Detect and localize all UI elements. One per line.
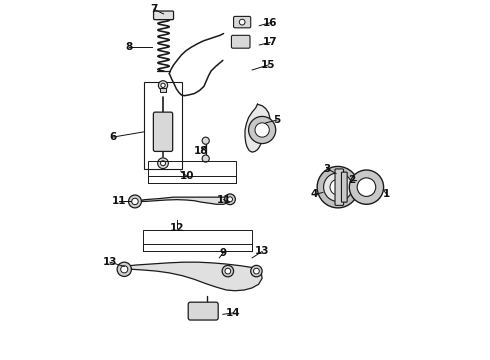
Circle shape bbox=[128, 195, 142, 208]
Circle shape bbox=[202, 155, 209, 162]
FancyBboxPatch shape bbox=[188, 302, 218, 320]
Circle shape bbox=[121, 266, 128, 273]
Circle shape bbox=[222, 265, 234, 277]
Text: 18: 18 bbox=[194, 146, 209, 156]
Polygon shape bbox=[134, 197, 231, 204]
Circle shape bbox=[158, 158, 169, 168]
Text: 2: 2 bbox=[348, 175, 356, 185]
Bar bbox=[160, 88, 166, 93]
Circle shape bbox=[224, 194, 235, 204]
Text: 17: 17 bbox=[263, 37, 277, 48]
Text: 1: 1 bbox=[383, 189, 390, 199]
Circle shape bbox=[349, 170, 384, 204]
Circle shape bbox=[248, 116, 276, 144]
Circle shape bbox=[117, 262, 131, 276]
Text: 8: 8 bbox=[125, 42, 132, 52]
Circle shape bbox=[161, 161, 166, 166]
Circle shape bbox=[225, 268, 231, 274]
Circle shape bbox=[161, 83, 165, 87]
Text: 13: 13 bbox=[255, 247, 270, 256]
Circle shape bbox=[253, 268, 259, 274]
Circle shape bbox=[202, 137, 209, 144]
Circle shape bbox=[323, 173, 352, 202]
FancyBboxPatch shape bbox=[231, 35, 250, 48]
Circle shape bbox=[227, 197, 232, 202]
FancyBboxPatch shape bbox=[335, 169, 343, 205]
Text: 9: 9 bbox=[220, 248, 226, 258]
Text: 5: 5 bbox=[273, 115, 281, 125]
Circle shape bbox=[196, 307, 206, 316]
Circle shape bbox=[132, 198, 138, 204]
Circle shape bbox=[158, 81, 168, 90]
Circle shape bbox=[317, 166, 359, 208]
Circle shape bbox=[357, 178, 376, 197]
Text: 13: 13 bbox=[103, 257, 117, 267]
FancyBboxPatch shape bbox=[234, 17, 251, 28]
Text: 16: 16 bbox=[263, 18, 277, 28]
Text: 10: 10 bbox=[180, 171, 195, 181]
Text: 11: 11 bbox=[112, 197, 126, 206]
Polygon shape bbox=[123, 262, 262, 291]
Bar bbox=[143, 230, 252, 251]
Circle shape bbox=[255, 123, 270, 137]
Text: 12: 12 bbox=[170, 223, 184, 233]
Text: 6: 6 bbox=[109, 132, 117, 142]
FancyBboxPatch shape bbox=[342, 172, 347, 202]
Text: 7: 7 bbox=[150, 4, 158, 14]
Text: 11: 11 bbox=[216, 195, 231, 204]
FancyBboxPatch shape bbox=[153, 112, 172, 152]
Bar bbox=[148, 161, 237, 183]
FancyBboxPatch shape bbox=[153, 11, 173, 19]
Bar bbox=[144, 82, 182, 169]
Circle shape bbox=[239, 19, 245, 25]
Circle shape bbox=[330, 179, 346, 195]
Text: 14: 14 bbox=[226, 308, 241, 318]
Polygon shape bbox=[245, 104, 270, 152]
Text: 3: 3 bbox=[323, 163, 331, 174]
Circle shape bbox=[251, 265, 262, 277]
Text: 15: 15 bbox=[261, 60, 275, 70]
Text: 4: 4 bbox=[311, 189, 318, 199]
